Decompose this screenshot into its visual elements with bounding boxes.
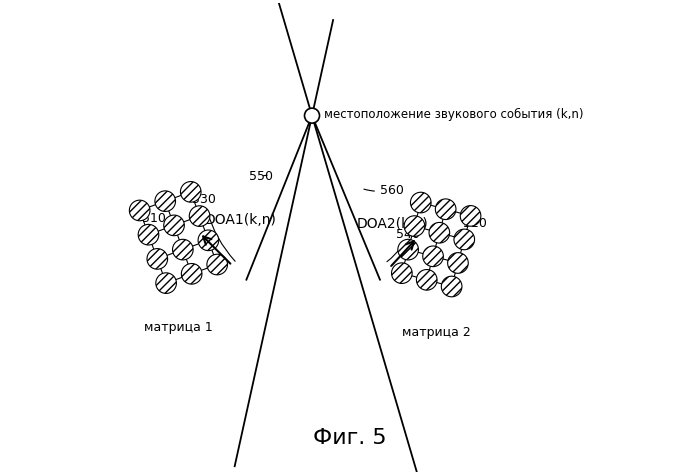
Circle shape [441, 277, 462, 297]
Circle shape [460, 206, 481, 227]
Circle shape [447, 253, 468, 274]
Circle shape [398, 240, 419, 260]
Circle shape [155, 191, 175, 212]
Text: 510: 510 [143, 212, 166, 235]
Text: матрица 1: матрица 1 [144, 320, 212, 333]
Text: матрица 2: матрица 2 [402, 325, 470, 338]
Circle shape [305, 109, 319, 124]
Circle shape [138, 225, 159, 246]
Circle shape [207, 255, 227, 275]
Circle shape [180, 182, 201, 203]
Circle shape [173, 240, 193, 260]
Circle shape [410, 193, 431, 213]
Circle shape [189, 207, 210, 227]
Circle shape [417, 270, 437, 290]
Text: 520: 520 [462, 216, 487, 248]
Circle shape [198, 230, 219, 251]
Circle shape [423, 247, 443, 267]
Text: 550: 550 [249, 169, 273, 182]
Text: 530: 530 [192, 193, 235, 262]
Circle shape [156, 273, 176, 294]
Circle shape [454, 229, 475, 250]
Circle shape [129, 201, 150, 221]
Circle shape [147, 249, 168, 269]
Text: Фиг. 5: Фиг. 5 [312, 427, 387, 447]
Circle shape [404, 216, 425, 237]
Text: 560: 560 [364, 184, 404, 197]
Circle shape [429, 223, 449, 244]
Circle shape [164, 216, 185, 236]
Circle shape [181, 264, 202, 285]
Text: DOA2(k,n): DOA2(k,n) [356, 217, 428, 231]
Text: DOA1(k,n): DOA1(k,n) [204, 212, 276, 226]
Circle shape [391, 263, 412, 284]
Text: 540: 540 [387, 228, 420, 262]
Circle shape [435, 199, 456, 220]
Text: местоположение звукового события (k,n): местоположение звукового события (k,n) [324, 108, 583, 120]
